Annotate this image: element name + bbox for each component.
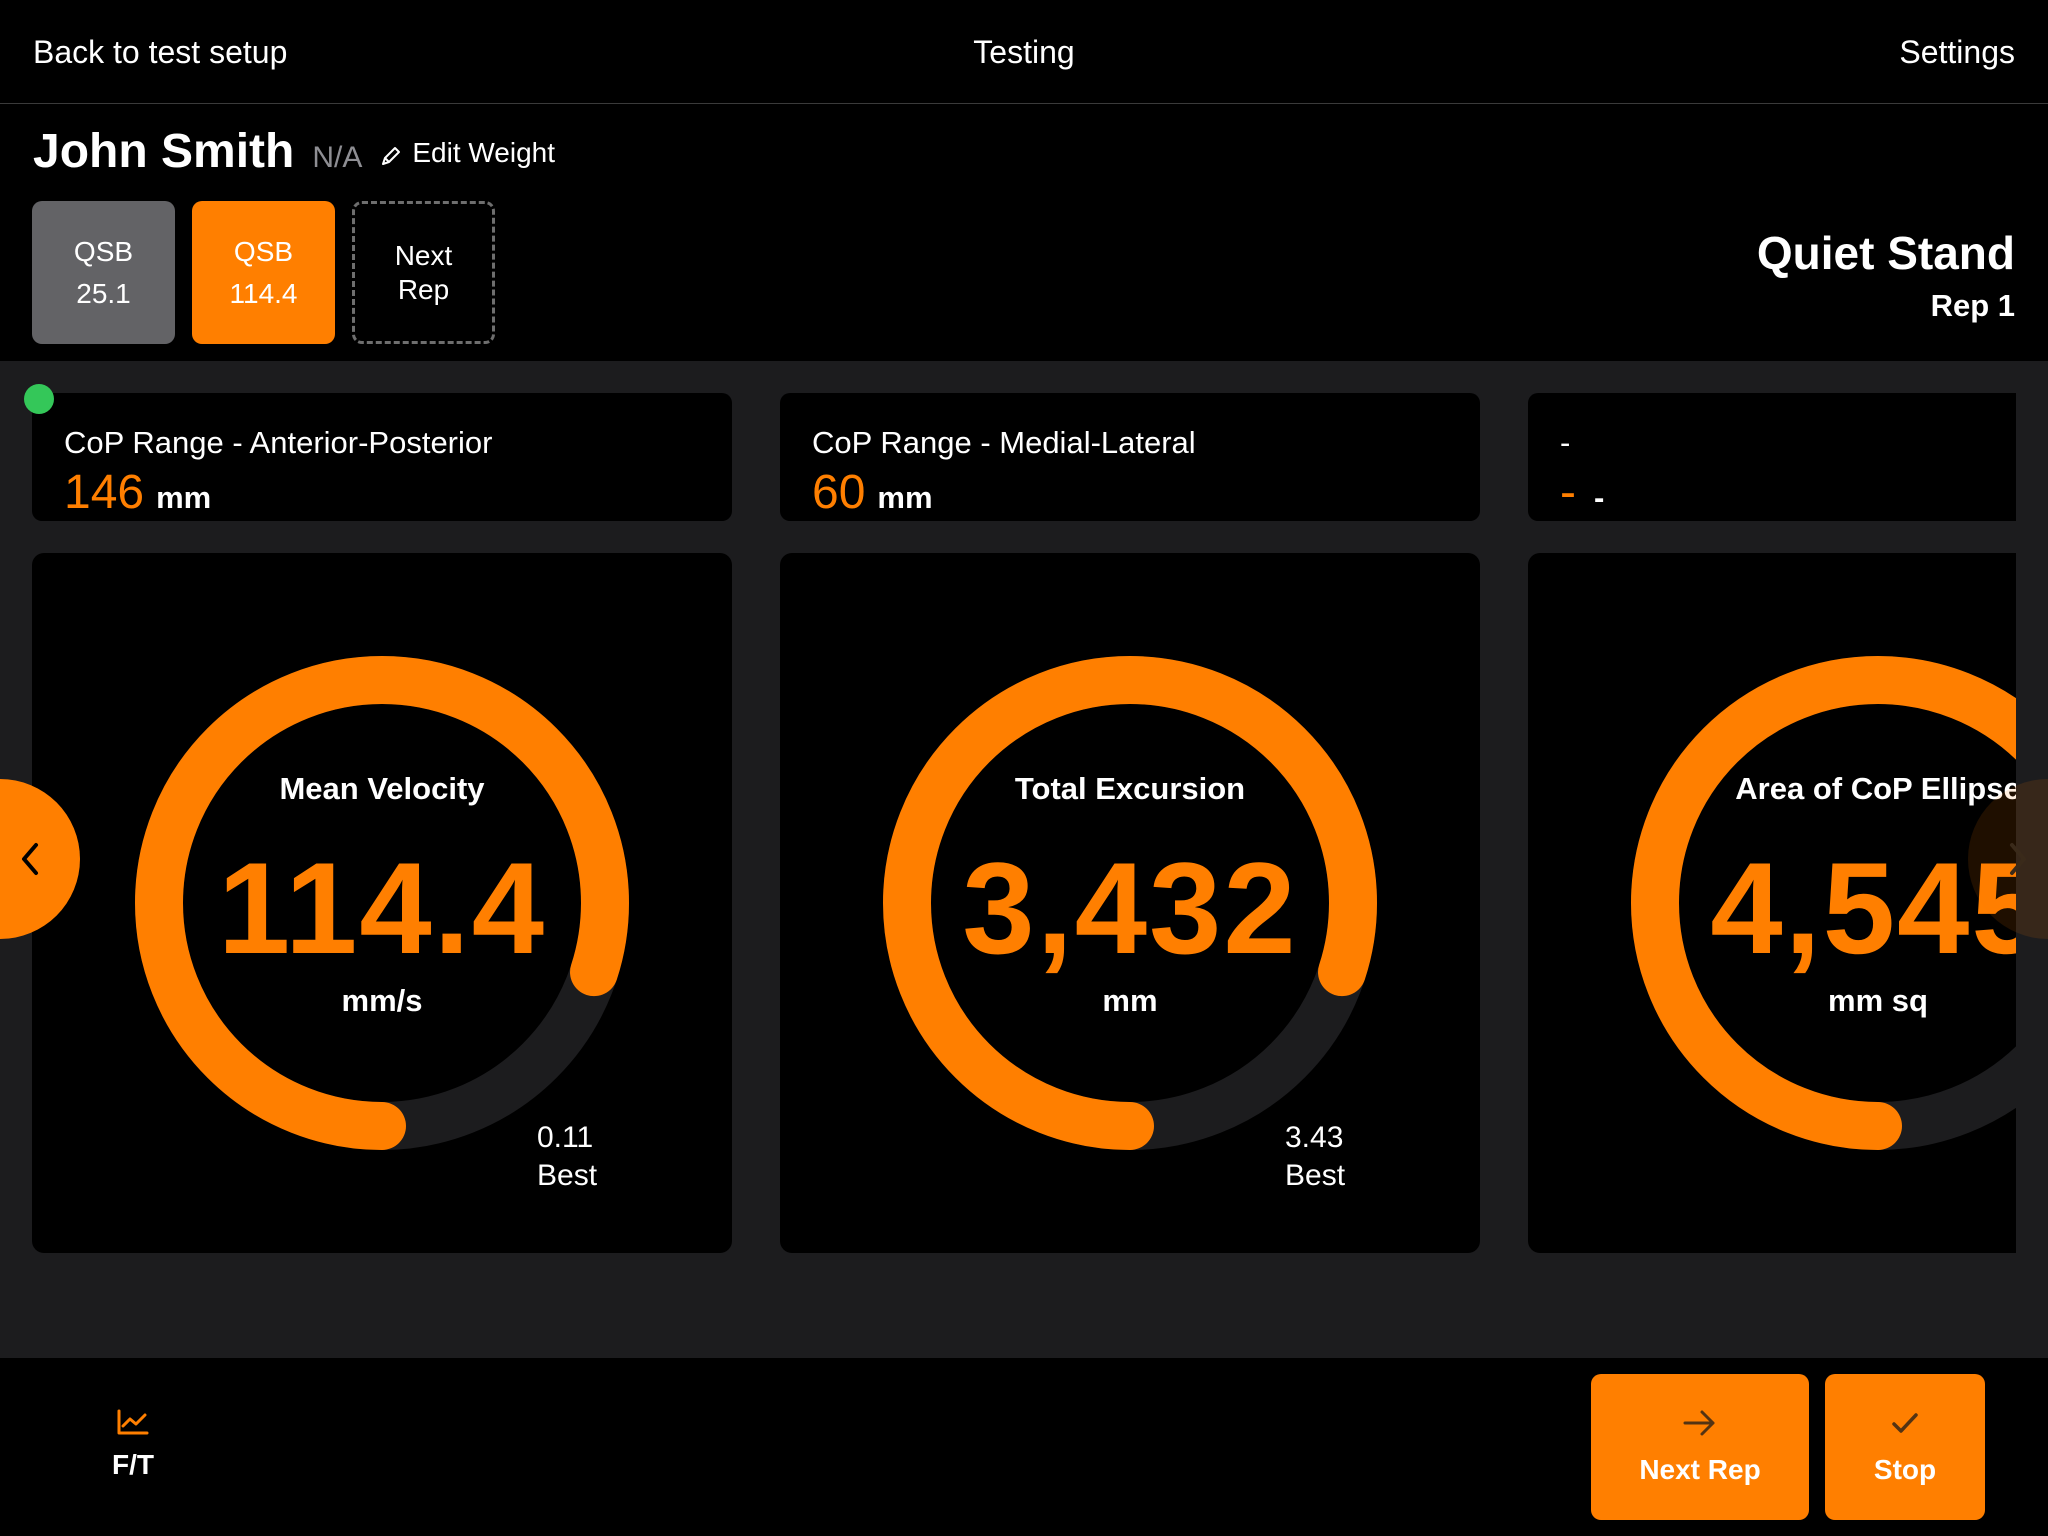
edit-weight-label: Edit Weight bbox=[412, 137, 556, 168]
metric-label: CoP Range - Anterior-Posterior bbox=[64, 425, 493, 460]
stop-label: Stop bbox=[1873, 1454, 1937, 1485]
metric-value: - bbox=[1560, 466, 1576, 519]
athlete-name: John Smith bbox=[33, 125, 295, 178]
metrics-area: CoP Range - Anterior-Posterior 146 mm Co… bbox=[0, 361, 2048, 1358]
gauge-arc bbox=[883, 656, 1377, 1150]
athlete-header: John Smith N/A Edit Weight bbox=[33, 124, 555, 179]
best-number: 3.43 bbox=[1285, 1121, 1344, 1154]
gauge-card: Area of CoP Ellipse 4,545 mm sq bbox=[1528, 553, 2016, 1253]
next-rep-button[interactable]: Next Rep bbox=[1591, 1374, 1809, 1520]
metric-value: 60 bbox=[812, 466, 866, 519]
athlete-weight: N/A bbox=[312, 141, 363, 174]
edit-weight-button[interactable]: Edit Weight bbox=[380, 137, 555, 169]
gauge-card: Mean Velocity 114.4 mm/s 0.11 Best bbox=[32, 553, 732, 1253]
gauge-value: 3,432 bbox=[962, 835, 1298, 981]
rep-number: Rep 1 bbox=[1930, 288, 2015, 323]
next-rep-label: Next Rep bbox=[1639, 1454, 1761, 1485]
next-page-button[interactable] bbox=[1968, 779, 2048, 939]
rep-tile-value: 114.4 bbox=[229, 277, 298, 309]
next-rep-tile-line2: Rep bbox=[397, 273, 450, 305]
gauge-value: 114.4 bbox=[217, 835, 547, 981]
gauge-title: Total Excursion bbox=[1014, 771, 1246, 806]
gauge-arc bbox=[1631, 656, 2016, 1150]
metric-label: CoP Range - Medial-Lateral bbox=[812, 425, 1196, 460]
stop-button[interactable]: Stop bbox=[1825, 1374, 1985, 1520]
metric-card: CoP Range - Medial-Lateral 60 mm bbox=[780, 393, 1480, 521]
gauge-unit: mm sq bbox=[1828, 983, 1928, 1018]
rep-tile-label: QSB bbox=[233, 235, 294, 267]
best-label: Best bbox=[1285, 1159, 1346, 1192]
gauge-value: 4,545 bbox=[1710, 835, 2016, 981]
gauge-ring bbox=[135, 656, 629, 1150]
metric-label: - bbox=[1560, 425, 1571, 460]
test-name: Quiet Stand bbox=[1756, 227, 2015, 279]
navigation-bar: Back to test setup Testing Settings bbox=[0, 0, 2048, 104]
gauge-title: Area of CoP Ellipse bbox=[1735, 771, 2016, 806]
gauge-unit: mm bbox=[1102, 983, 1158, 1018]
force-time-label: F/T bbox=[112, 1449, 154, 1480]
back-to-test-setup-button[interactable]: Back to test setup bbox=[33, 34, 288, 70]
metric-value: 146 bbox=[64, 466, 145, 519]
chart-icon bbox=[117, 1409, 149, 1435]
rep-tile-label: QSB bbox=[73, 235, 134, 267]
metric-unit: mm bbox=[877, 480, 933, 515]
best-value: 0.11 Best bbox=[537, 1119, 597, 1195]
test-info: Quiet Stand Rep 1 bbox=[1757, 226, 2015, 324]
rep-tile-1[interactable]: QSB 25.1 bbox=[32, 201, 175, 344]
force-time-button[interactable]: F/T bbox=[96, 1408, 170, 1481]
checkmark-icon bbox=[1892, 1413, 1918, 1433]
metric-unit: - bbox=[1593, 480, 1605, 515]
status-indicator bbox=[24, 384, 54, 414]
next-rep-tile[interactable]: Next Rep bbox=[352, 201, 495, 344]
gauge-ring bbox=[1631, 656, 2016, 1150]
next-rep-tile-line1: Next bbox=[394, 239, 453, 271]
rep-tile-2[interactable]: QSB 114.4 bbox=[192, 201, 335, 344]
chevron-left-icon bbox=[22, 843, 38, 875]
settings-button[interactable]: Settings bbox=[1899, 34, 2015, 70]
arrow-right-icon bbox=[1683, 1410, 1715, 1436]
gauge-ring bbox=[883, 656, 1377, 1150]
best-number: 0.11 bbox=[537, 1121, 594, 1154]
pencil-icon bbox=[380, 142, 402, 165]
metric-card: - - - bbox=[1528, 393, 2016, 521]
metric-unit: mm bbox=[156, 480, 212, 515]
metric-card: CoP Range - Anterior-Posterior 146 mm bbox=[32, 393, 732, 521]
bottom-toolbar: F/T Next Rep Stop bbox=[0, 1358, 2048, 1536]
gauge-arc bbox=[135, 656, 629, 1150]
best-label: Best bbox=[537, 1159, 598, 1192]
page-title: Testing bbox=[973, 34, 1075, 70]
chevron-right-icon bbox=[2010, 843, 2026, 875]
rep-tile-value: 25.1 bbox=[76, 277, 131, 309]
gauge-unit: mm/s bbox=[341, 983, 423, 1018]
best-value: 3.43 Best bbox=[1285, 1119, 1345, 1195]
gauge-card: Total Excursion 3,432 mm 3.43 Best bbox=[780, 553, 1480, 1253]
gauge-title: Mean Velocity bbox=[279, 771, 485, 806]
